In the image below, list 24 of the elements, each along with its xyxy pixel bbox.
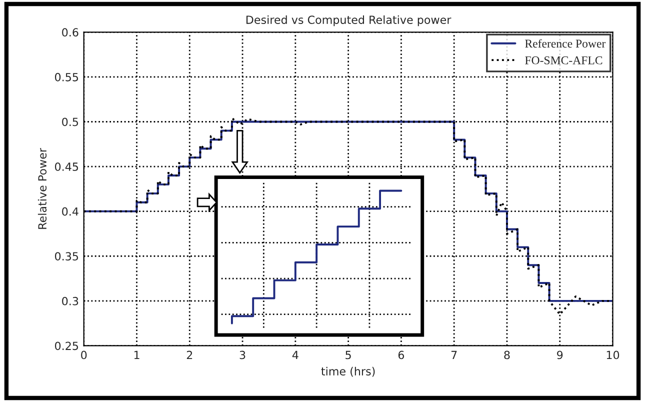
- x-tick-label: 0: [81, 350, 87, 360]
- y-tick-label: 0.6: [62, 28, 78, 37]
- x-tick-label: 8: [504, 350, 510, 360]
- legend-label: Reference Power: [525, 39, 606, 48]
- y-tick-label: 0.55: [54, 72, 78, 82]
- x-axis-title: time (hrs): [321, 366, 375, 377]
- x-tick-label: 9: [557, 350, 563, 360]
- x-tick-label: 6: [398, 350, 404, 360]
- x-tick-label: 10: [606, 350, 620, 360]
- y-tick-label: 0.35: [54, 252, 78, 261]
- y-tick-label: 0.5: [62, 118, 78, 126]
- legend-label: FO-SMC-AFLC: [525, 56, 602, 64]
- x-tick-label: 7: [451, 350, 457, 360]
- y-tick-label: 0.25: [54, 342, 78, 350]
- y-tick-label: 0.4: [62, 207, 78, 216]
- y-tick-label: 0.3: [62, 296, 78, 306]
- x-tick-label: 1: [134, 350, 140, 360]
- chart-title: Desired vs Computed Relative power: [246, 15, 452, 26]
- x-tick-label: 4: [292, 350, 298, 360]
- x-tick-label: 5: [346, 350, 351, 360]
- y-axis-title: Relative Power: [38, 148, 47, 229]
- x-tick-label: 2: [186, 350, 192, 360]
- y-tick-label: 0.45: [54, 162, 78, 171]
- x-tick-label: 3: [240, 350, 246, 360]
